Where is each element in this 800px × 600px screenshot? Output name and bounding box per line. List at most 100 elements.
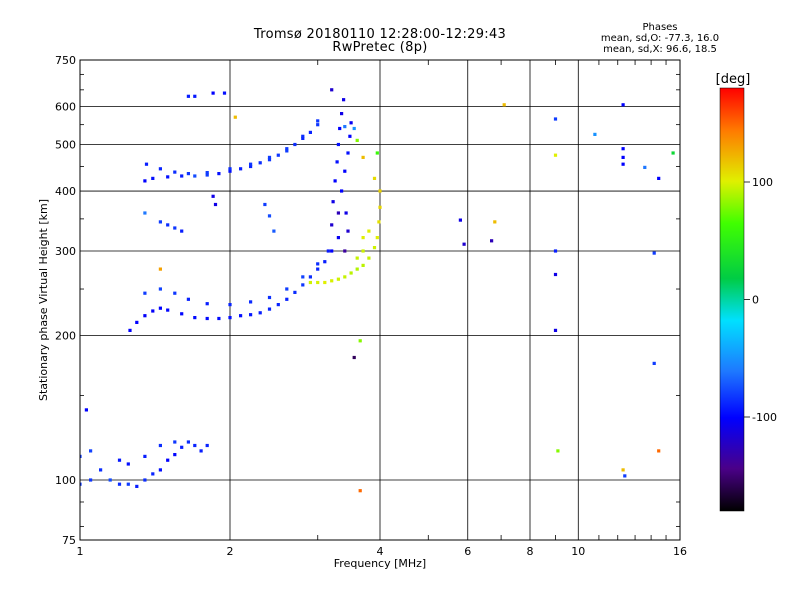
echo-point (143, 211, 147, 215)
echo-point (355, 256, 359, 260)
echo-point (346, 229, 350, 233)
echo-point (186, 440, 190, 444)
echo-point (340, 112, 344, 116)
y-tick-label: 100 (55, 474, 76, 487)
echo-point (180, 229, 184, 233)
echo-point (173, 440, 177, 444)
echo-point (233, 115, 237, 119)
echo-point (349, 271, 353, 275)
echo-point (553, 249, 558, 253)
x-tick-label: 16 (673, 545, 687, 558)
echo-point (258, 311, 262, 315)
echo-point (316, 267, 320, 271)
x-tick-label: 1 (77, 545, 84, 558)
colorbar-label: [deg] (716, 72, 751, 87)
echo-point (293, 290, 297, 294)
echo-point (355, 138, 359, 142)
echo-point (285, 147, 289, 151)
x-tick-label: 10 (571, 545, 585, 558)
echo-point (285, 297, 289, 301)
echo-point (158, 306, 162, 310)
echo-point (377, 220, 381, 224)
echo-point (316, 280, 320, 285)
echo-point (144, 162, 149, 166)
echo-point (593, 132, 597, 136)
echo-point (330, 88, 334, 92)
echo-point (158, 167, 162, 171)
echo-point (249, 313, 253, 317)
echo-point (158, 220, 162, 224)
echo-point (490, 239, 494, 243)
echo-point (301, 134, 305, 138)
echo-point (272, 229, 276, 233)
echo-point (193, 174, 197, 178)
echo-point (330, 223, 334, 227)
echo-point (205, 302, 209, 306)
echo-point (462, 242, 466, 246)
echo-point (267, 158, 272, 162)
y-axis-label: Stationary phase Virtual Height [km] (37, 199, 50, 401)
echo-point (267, 155, 272, 159)
echo-point (372, 176, 377, 180)
phase-stats-header: Phases (642, 22, 678, 33)
echo-point (217, 172, 221, 176)
x-tick-label: 6 (464, 545, 471, 558)
echo-point (239, 167, 243, 171)
echo-point (99, 468, 103, 472)
y-tick-label: 300 (55, 245, 76, 258)
echo-point (135, 320, 139, 324)
echo-point (367, 256, 371, 260)
y-tick-label: 75 (62, 534, 76, 547)
echo-point (193, 94, 197, 98)
echo-point (143, 291, 147, 295)
echo-point (316, 262, 320, 266)
echo-point (211, 91, 215, 95)
echo-point (652, 251, 656, 255)
phase-stats-o: mean, sd,O: -77.3, 16.0 (600, 33, 720, 44)
echo-point (151, 176, 155, 180)
grid-lines (80, 60, 680, 540)
echo-point (361, 249, 365, 253)
echo-point (180, 174, 184, 178)
echo-point (249, 300, 253, 304)
echo-point (623, 474, 627, 478)
echo-point (166, 308, 170, 312)
echo-point (193, 443, 197, 448)
echo-point (84, 408, 88, 412)
echo-point (375, 151, 379, 155)
echo-point (180, 312, 184, 316)
echo-point (621, 147, 625, 151)
echo-point (89, 449, 93, 453)
chart-subtitle: RwPretec (8p) (332, 40, 428, 55)
echo-point (173, 226, 177, 230)
echo-point (143, 454, 147, 458)
echo-point (126, 462, 130, 466)
echo-point (80, 482, 82, 486)
x-tick-label: 2 (227, 545, 234, 558)
colorbar (719, 87, 745, 512)
echo-point (361, 263, 365, 267)
echo-point (378, 189, 382, 193)
echo-point (336, 142, 340, 147)
echo-point (267, 295, 272, 300)
echo-point (186, 94, 190, 98)
echo-point (89, 478, 93, 482)
echo-point (228, 316, 232, 320)
x-tick-label: 4 (377, 545, 384, 558)
phase-stats-x: mean, sd,X: 96.6, 18.5 (603, 44, 717, 55)
echo-point (173, 453, 177, 457)
echo-point (657, 449, 661, 453)
echo-point (158, 287, 162, 291)
colorbar-ticks: 100 0 -100 (744, 176, 777, 424)
echo-point (117, 482, 122, 486)
echo-point (151, 309, 155, 313)
echo-point (326, 249, 330, 253)
chart-title: Tromsø 20180110 12:28:00-12:29:43 (253, 27, 507, 42)
echo-point (343, 249, 347, 253)
echo-point (166, 458, 170, 462)
y-tick-label: 400 (55, 185, 76, 198)
echo-point (553, 328, 558, 332)
echo-point (80, 454, 82, 458)
echo-point (205, 171, 209, 175)
echo-point (180, 445, 184, 449)
